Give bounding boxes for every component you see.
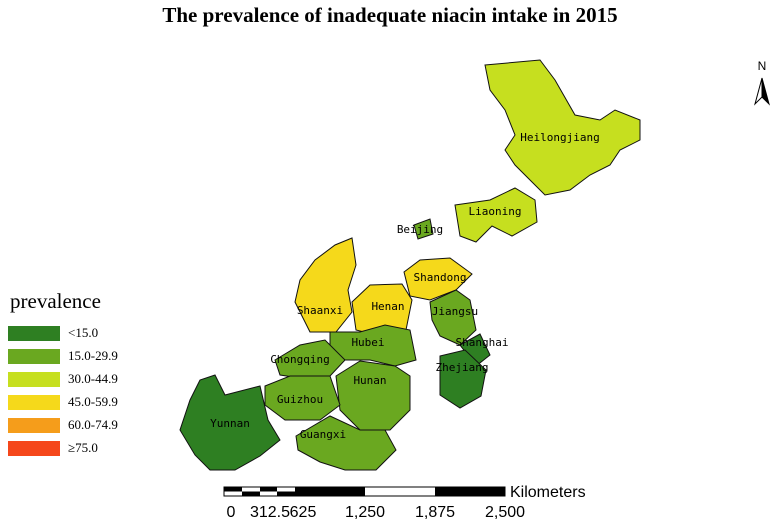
scale-seg (260, 487, 277, 492)
scale-label: 2,500 (485, 504, 525, 521)
province (179, 374, 281, 471)
scale-label: 1,250 (345, 504, 385, 521)
province-label: Liaoning (469, 205, 522, 218)
north-label: N (758, 59, 767, 73)
province-label: Hubei (351, 336, 384, 349)
province-label: Shandong (414, 271, 467, 284)
legend-label: 45.0-59.9 (68, 394, 118, 409)
province-label: Hunan (353, 374, 386, 387)
legend-swatch (8, 326, 60, 341)
legend-swatch (8, 349, 60, 364)
legend-label: 30.0-44.9 (68, 371, 118, 386)
scale-label: 625 (290, 504, 317, 521)
province-label: Shaanxi (297, 304, 343, 317)
province-label: Yunnan (210, 417, 250, 430)
province-label: Zhejiang (436, 361, 489, 374)
legend-label: 15.0-29.9 (68, 348, 118, 363)
province (454, 187, 538, 243)
provinces (179, 59, 641, 471)
scale-label: 1,875 (415, 504, 455, 521)
arrow-right (761, 77, 770, 106)
province-label: Beijing (397, 223, 443, 236)
legend-swatch (8, 395, 60, 410)
province (439, 349, 487, 409)
scale-label: 312.5 (250, 504, 290, 521)
province (264, 375, 341, 421)
province-label: Chongqing (270, 353, 330, 366)
province (403, 257, 473, 301)
scale-seg (435, 487, 505, 496)
legend-swatch (8, 418, 60, 433)
province (335, 360, 411, 431)
province (484, 59, 641, 196)
north-arrow: N (754, 59, 770, 106)
scale-seg (242, 491, 260, 496)
legend-label: <15.0 (68, 325, 98, 340)
province (351, 283, 413, 337)
legend-swatch (8, 372, 60, 387)
province-label: Guizhou (277, 393, 323, 406)
province (294, 237, 357, 333)
scale-seg (295, 487, 365, 496)
province-label: Henan (371, 300, 404, 313)
province-label: Shanghai (456, 336, 509, 349)
province (295, 415, 397, 471)
legend-swatch (8, 441, 60, 456)
arrow-left (754, 77, 763, 106)
legend-label: 60.0-74.9 (68, 417, 118, 432)
province (274, 339, 346, 379)
legend-title: prevalence (10, 289, 101, 313)
province-label: Jiangsu (432, 305, 478, 318)
province-labels: Heilongjiang Liaoning Beijing Shaanxi Henan S… (210, 131, 600, 441)
province-label: Heilongjiang (520, 131, 599, 144)
scale-label: 0 (227, 504, 236, 521)
province-label: Guangxi (300, 428, 346, 441)
scale-bar (223, 486, 506, 497)
legend-label: ≥75.0 (68, 440, 98, 455)
province (429, 289, 477, 346)
scale-unit: Kilometers (510, 484, 586, 501)
scale-seg (277, 491, 295, 496)
scale-seg (224, 487, 242, 492)
map-title: The prevalence of inadequate niacin inta… (162, 3, 617, 27)
province (413, 218, 434, 240)
